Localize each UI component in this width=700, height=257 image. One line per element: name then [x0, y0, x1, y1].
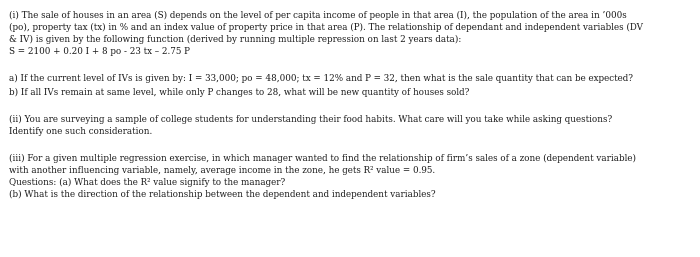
Text: (i) The sale of houses in an area (S) depends on the level of per capita income : (i) The sale of houses in an area (S) de… [9, 11, 626, 20]
Text: Identify one such consideration.: Identify one such consideration. [9, 127, 153, 136]
Text: (b) What is the direction of the relationship between the dependent and independ: (b) What is the direction of the relatio… [9, 190, 435, 199]
Text: with another influencing variable, namely, average income in the zone, he gets R: with another influencing variable, namel… [9, 166, 435, 175]
Text: a) If the current level of IVs is given by: I = 33,000; po = 48,000; tx = 12% an: a) If the current level of IVs is given … [9, 74, 633, 83]
Text: (po), property tax (tx) in % and an index value of property price in that area (: (po), property tax (tx) in % and an inde… [9, 23, 643, 32]
Text: (iii) For a given multiple regression exercise, in which manager wanted to find : (iii) For a given multiple regression ex… [9, 154, 636, 163]
Text: S = 2100 + 0.20 I + 8 po - 23 tx – 2.75 P: S = 2100 + 0.20 I + 8 po - 23 tx – 2.75 … [9, 47, 190, 56]
Text: Questions: (a) What does the R² value signify to the manager?: Questions: (a) What does the R² value si… [9, 178, 286, 187]
Text: & IV) is given by the following function (derived by running multiple repression: & IV) is given by the following function… [9, 35, 461, 44]
Text: b) If all IVs remain at same level, while only P changes to 28, what will be new: b) If all IVs remain at same level, whil… [9, 88, 470, 97]
Text: (ii) You are surveying a sample of college students for understanding their food: (ii) You are surveying a sample of colle… [9, 115, 612, 124]
